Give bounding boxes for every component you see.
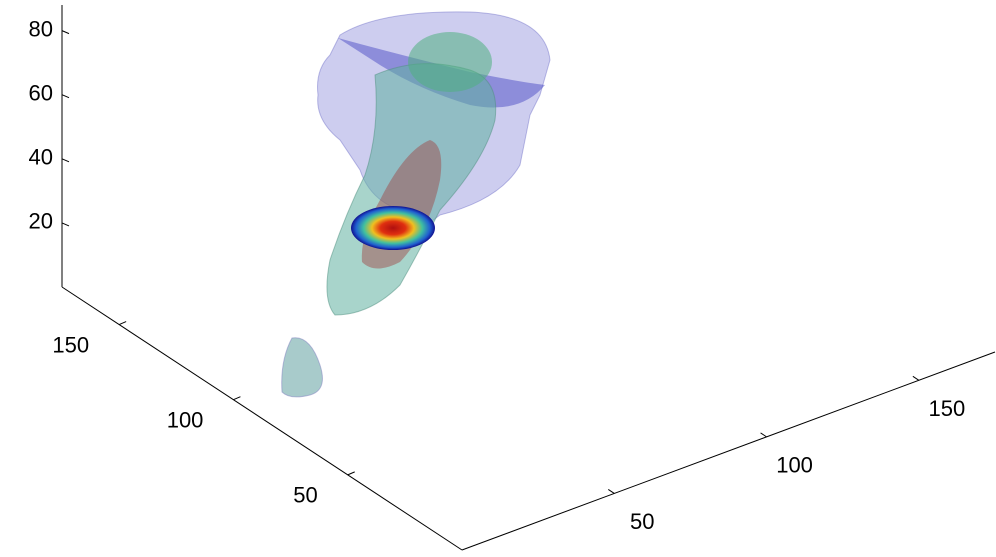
z-tick-label: 20 [29, 209, 53, 234]
top-blob [408, 32, 492, 92]
x-tick-label: 100 [776, 453, 813, 478]
y-tick-label: 100 [167, 408, 204, 433]
z-tick-label: 60 [29, 81, 53, 106]
y-tick [119, 322, 126, 325]
z-tick [62, 223, 69, 226]
y-tick [348, 472, 355, 475]
z-tick [62, 31, 69, 34]
z-tick-label: 40 [29, 145, 53, 170]
y-axis [62, 287, 462, 550]
volume-rendering [282, 12, 550, 397]
z-tick [62, 159, 69, 162]
x-tick [761, 433, 767, 437]
z-tick [62, 95, 69, 98]
x-tick-label: 150 [928, 396, 965, 421]
x-tick [608, 489, 614, 493]
chart: 50 100 150 50 100 150 20 40 60 80 [0, 0, 996, 557]
x-tick [913, 376, 919, 380]
x-tick-label: 50 [630, 509, 654, 534]
y-tick [233, 397, 240, 400]
z-tick-label: 80 [29, 16, 53, 41]
dose-disc [351, 206, 435, 250]
x-axis [462, 352, 995, 550]
small-volume [282, 338, 323, 397]
y-tick-label: 150 [52, 332, 89, 357]
y-tick-label: 50 [293, 483, 317, 508]
